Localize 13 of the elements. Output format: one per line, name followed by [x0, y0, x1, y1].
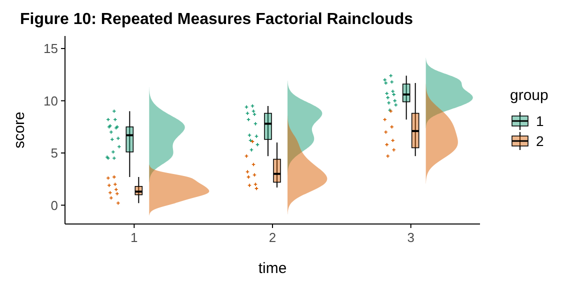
y-axis-title: score: [11, 112, 28, 148]
x-axis-title: time: [258, 260, 287, 277]
y-tick-label: 0: [50, 198, 58, 213]
y-tick-label: 5: [50, 146, 58, 161]
x-tick-label: 1: [130, 230, 138, 245]
legend-label: 1: [536, 112, 544, 129]
x-tick-label: 2: [268, 230, 276, 245]
legend-label: 2: [536, 132, 544, 149]
y-tick-label: 10: [44, 93, 58, 108]
legend-title: group: [510, 87, 548, 104]
y-tick-label: 15: [44, 41, 58, 56]
x-tick-label: 3: [407, 230, 414, 245]
chart-title: Figure 10: Repeated Measures Factorial Rainclouds: [20, 11, 414, 28]
